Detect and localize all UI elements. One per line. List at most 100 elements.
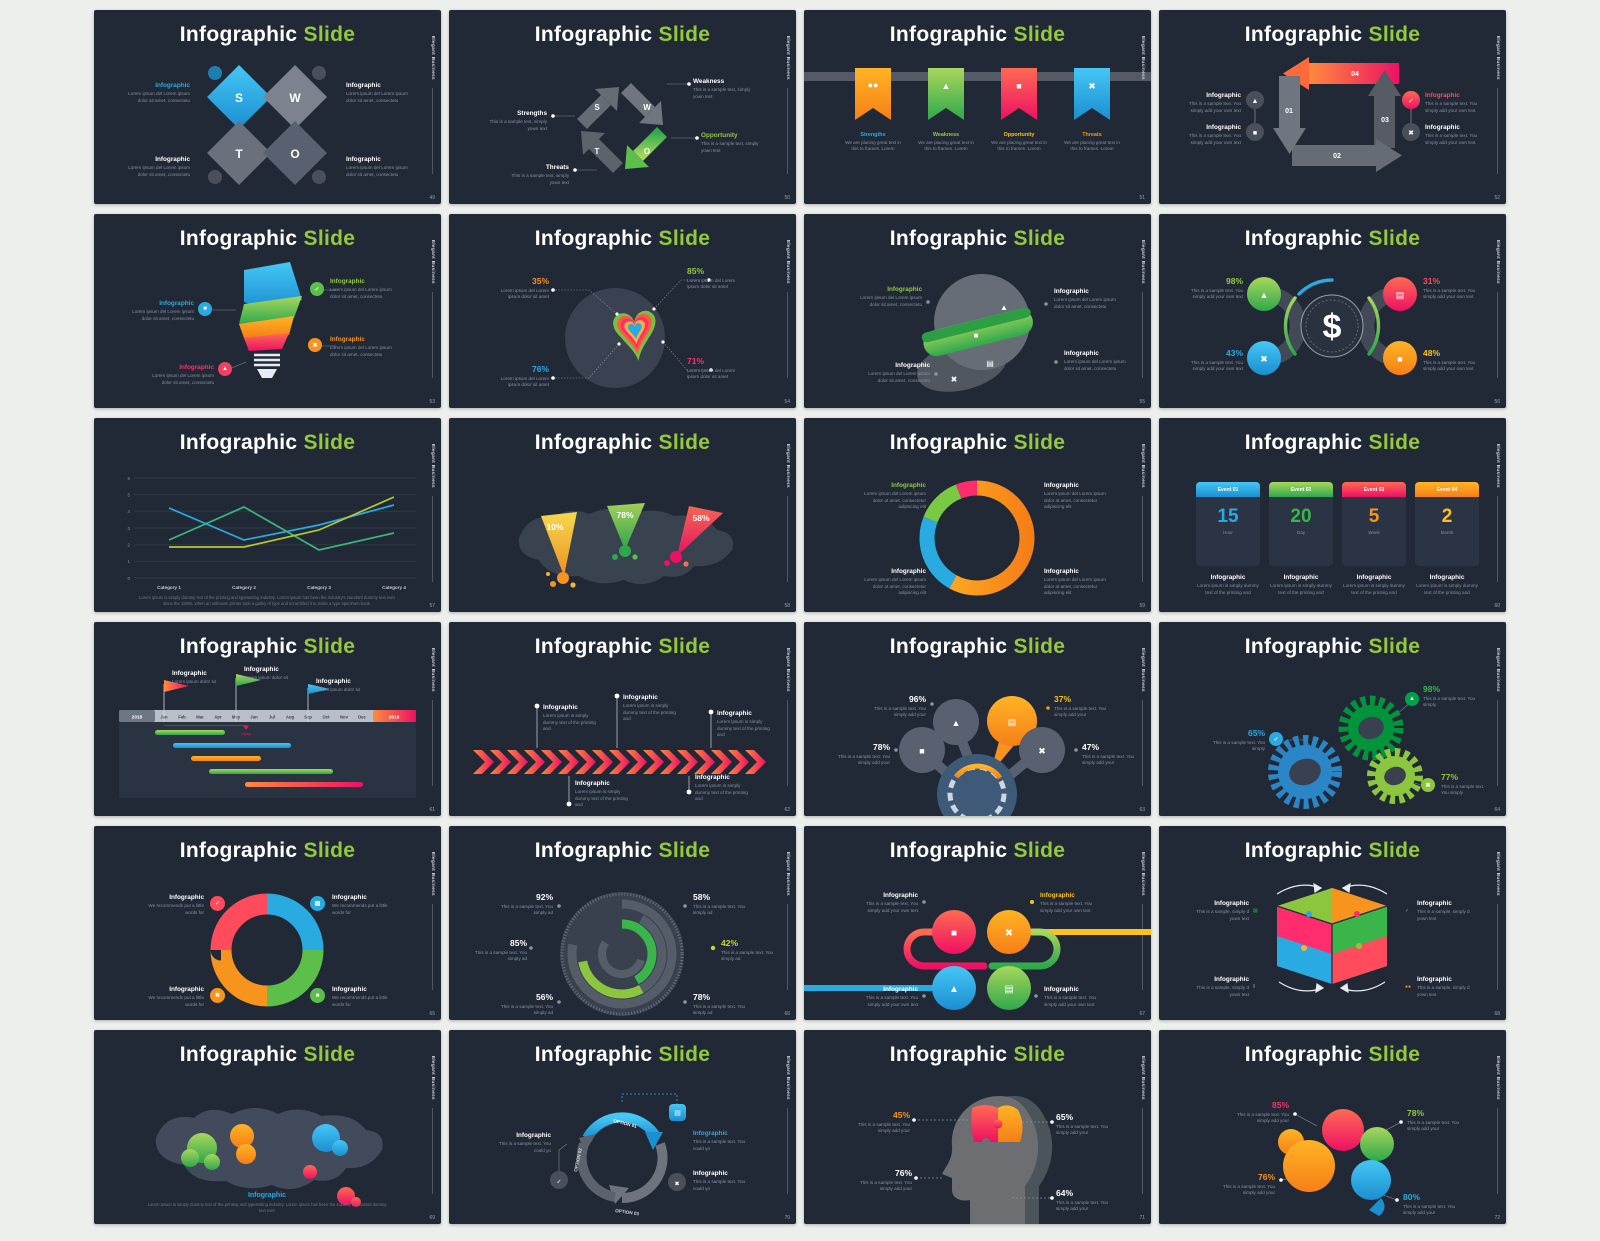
label-top-right: Infographic Lorem ipsum del Lorem ipsum d… — [1044, 482, 1106, 510]
tools-icon: ✖ — [1005, 928, 1013, 939]
tools-icon: ✖ — [1408, 130, 1414, 137]
slide-thumbnail-cycle-numbers[interactable]: Infographic Slide Elegant Business 01 02… — [1159, 10, 1506, 204]
slide-title: Infographic Slide — [889, 839, 1066, 862]
percent-1: 96% This is a sample text. You simply add… — [873, 694, 926, 718]
percent-1: 85% This is a sample text. You simply add… — [1236, 1100, 1289, 1124]
slide-number: 55 — [1139, 399, 1145, 405]
percent-top-left: 35% Lorem ipsum del Lorem ipsum dolor sit… — [500, 276, 549, 300]
milestone-label-2: Infographic Lorem ipsum is simply dummy t… — [623, 694, 676, 722]
brain-graphic — [1278, 1109, 1403, 1216]
percent-2: 65% This is a sample text. You simply add… — [1056, 1112, 1109, 1136]
label-bottom-left: Infographic Lorem ipsum del Lorem ipsum d… — [128, 156, 190, 177]
briefcase-icon: ■ — [919, 746, 924, 756]
svg-text:♥: ♥ — [620, 305, 650, 354]
brand-vertical: Elegant Business — [431, 240, 436, 284]
divider — [787, 496, 788, 582]
slide-title: Infographic Slide — [179, 23, 356, 46]
svg-text:Aug: Aug — [286, 715, 295, 720]
percent-5: 56% This is a sample text. You simply ad — [500, 992, 553, 1016]
divider — [787, 700, 788, 786]
slide-thumbnail-ukraine-map[interactable]: Infographic Slide Elegant Business Infog… — [94, 1030, 441, 1224]
slide-thumbnail-brain[interactable]: Infographic Slide Elegant Business 85% Th… — [1159, 1030, 1506, 1224]
svg-text:04: 04 — [1351, 71, 1359, 78]
slide-thumbnail-options-cycle[interactable]: Infographic Slide Elegant Business OPTIO… — [449, 1030, 796, 1224]
divider — [432, 904, 433, 990]
label-weakness: Weakness This is a sample text, simply yo… — [693, 78, 751, 99]
snake-path-graphic: ■ ✖ ▲ ▤ — [804, 900, 1151, 1010]
slide-thumbnail-swot-petals[interactable]: Infographic Slide Elegant Business S W T… — [94, 10, 441, 204]
brain-puzzle — [971, 1105, 1023, 1146]
slide-thumbnail-heart-layers[interactable]: Infographic Slide Elegant Business ♥ ♥ ♥… — [449, 214, 796, 408]
slide-thumbnail-lightbulb[interactable]: Infographic Slide Elegant Business ■ ✓ ✖… — [94, 214, 441, 408]
label-top-left: Infographic This is a sample, simply d yo… — [1196, 900, 1249, 921]
svg-text:Mar: Mar — [196, 715, 204, 720]
slide-thumbnail-event-cards[interactable]: Infographic Slide Elegant Business Event… — [1159, 418, 1506, 612]
slide-thumbnail-donut[interactable]: Infographic Slide Elegant Business Infog… — [804, 418, 1151, 612]
slide-thumbnail-gears[interactable]: Infographic Slide Elegant Business ✓ ▲ ✖… — [1159, 622, 1506, 816]
slide-title: Infographic Slide — [179, 227, 356, 250]
slide-thumbnail-head-puzzle[interactable]: Infographic Slide Elegant Business 45% Th… — [804, 1030, 1151, 1224]
slide-thumbnail-sliced-sphere[interactable]: Infographic Slide Elegant Business ▲ ■ ▤… — [804, 214, 1151, 408]
chart-icon: ▲ — [1000, 303, 1008, 312]
label-orange: Infographic Lorem ipsum del Lorem ipsum d… — [330, 336, 392, 357]
brand-vertical: Elegant Business — [1141, 240, 1146, 284]
slide-thumbnail-satellites[interactable]: Infographic Slide Elegant Business ■ ▲ ▤… — [804, 622, 1151, 816]
percent-3: 43% This is a sample text. You simply add… — [1190, 348, 1243, 372]
svg-text:Category 4: Category 4 — [382, 585, 406, 590]
map-cones-graphic: 10% 78% 58% — [518, 503, 733, 588]
divider — [432, 496, 433, 582]
brand-vertical: Elegant Business — [431, 1056, 436, 1100]
percent-4: 42% This is a sample text. You simply ad — [721, 938, 774, 962]
pencil-icon: ✓ — [556, 1180, 561, 1186]
event-card-4: Event 04 2 Month — [1415, 482, 1479, 566]
slide-number: 66 — [784, 1011, 790, 1017]
label-left: Infographic This is a sample text. You co… — [498, 1132, 551, 1153]
slide-thumbnail-line-chart[interactable]: Infographic Slide Elegant Business 0 1 2 3 4… — [94, 418, 441, 612]
svg-text:Feb: Feb — [178, 715, 186, 720]
slide-thumbnail-dollar[interactable]: Infographic Slide Elegant Business $ ▲ ▤… — [1159, 214, 1506, 408]
briefcase-icon: ■ — [951, 928, 957, 939]
slide-thumbnail-radial-gauge[interactable]: Infographic Slide Elegant Business 92% Th… — [449, 826, 796, 1020]
svg-text:2: 2 — [127, 543, 130, 548]
brand-vertical: Elegant Business — [1496, 852, 1501, 896]
puzzle-ring-graphic — [210, 893, 324, 1007]
svg-text:3: 3 — [127, 526, 130, 531]
graph-icon: ▤ — [1008, 717, 1017, 727]
slide-number: 69 — [429, 1215, 435, 1221]
chart-icon: ▲ — [1252, 98, 1259, 105]
svg-text:W: W — [289, 91, 301, 105]
percent-2: 31% This is a sample text. You simply add… — [1423, 276, 1476, 300]
slide-title: Infographic Slide — [889, 227, 1066, 250]
percent-4: 47% This is a sample text. You simply add… — [1082, 742, 1135, 766]
slide-thumbnail-map-cones[interactable]: Infographic Slide Elegant Business 10% 7… — [449, 418, 796, 612]
svg-text:2019: 2019 — [389, 715, 400, 721]
label-3: Infographic This is a sample text. You si… — [865, 986, 918, 1007]
brand-vertical: Elegant Business — [1496, 648, 1501, 692]
svg-text:2018: 2018 — [132, 715, 143, 721]
event-unit: Hour — [1223, 530, 1233, 535]
slide-thumbnail-gantt[interactable]: Infographic Slide Elegant Business 2018 … — [94, 622, 441, 816]
slide-thumbnail-chevron-timeline[interactable]: Infographic Slide Elegant Business Infog… — [449, 622, 796, 816]
slide-number: 68 — [1494, 1011, 1500, 1017]
slide-thumbnail-puzzle-cube[interactable]: Infographic Slide Elegant Business ▤ ✓ ‖… — [1159, 826, 1506, 1020]
milestone-label-4: Infographic Lorem ipsum is simply dummy t… — [575, 780, 628, 808]
brand-vertical: Elegant Business — [1496, 240, 1501, 284]
map-caption: Lorem ipsum is simply dummy text of the … — [147, 1202, 387, 1214]
svg-text:T: T — [595, 147, 600, 156]
divider — [1142, 292, 1143, 378]
svg-text:O: O — [290, 147, 299, 161]
pencil-icon: ✓ — [1269, 732, 1283, 746]
milestone-label-1: Infographic Lorem ipsum is simply dummy t… — [543, 704, 596, 732]
slide-thumbnail-swot-cycle[interactable]: Infographic Slide Elegant Business S W O… — [449, 10, 796, 204]
label-4: Infographic This is a sample text. You si… — [1425, 124, 1478, 145]
label-weakness: Weakness We are placing great text in thi… — [918, 132, 974, 152]
slide-title: Infographic Slide — [534, 635, 711, 658]
brand-vertical: Elegant Business — [786, 1056, 791, 1100]
slide-thumbnail-snake-path[interactable]: Infographic Slide Elegant Business ■ ✖ ▲… — [804, 826, 1151, 1020]
percent-light-green: 77% This is a sample text. You simply — [1441, 772, 1485, 796]
percent-bottom-right: 71% Lorem ipsum del Lorem ipsum dolor sit… — [687, 356, 736, 380]
slide-thumbnail-ribbons[interactable]: Infographic Slide Elegant Business ●● ▲ … — [804, 10, 1151, 204]
label-top-left: Infographic We recommends put a little wo… — [148, 894, 204, 915]
slide-thumbnail-puzzle-ring[interactable]: Infographic Slide Elegant Business ✓ ▤ ✖… — [94, 826, 441, 1020]
ribbons-graphic: ●● ▲ ■ ✖ — [804, 68, 1151, 120]
